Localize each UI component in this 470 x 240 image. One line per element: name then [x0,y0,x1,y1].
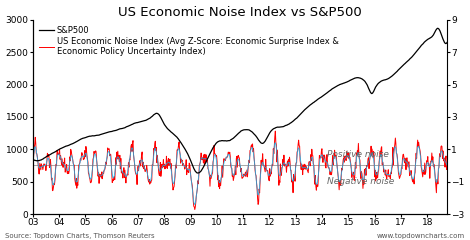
Legend: S&P500, US Economic Noise Index (Avg Z-Score: Economic Surprise Index &
Economic: S&P500, US Economic Noise Index (Avg Z-S… [37,24,340,58]
Line: US Economic Noise Index (Avg Z-Score: Economic Surprise Index &
Economic Policy Uncertainty Index): US Economic Noise Index (Avg Z-Score: Ec… [33,131,447,210]
US Economic Noise Index (Avg Z-Score: Economic Surprise Index &
Economic Policy Uncertainty Index): (2.01e+03, 617): Economic Surprise Index & Economic Polic… [97,173,102,175]
US Economic Noise Index (Avg Z-Score: Economic Surprise Index &
Economic Policy Uncertainty Index): (2e+03, 759): Economic Surprise Index & Economic Polic… [30,163,36,166]
S&P500 [196,172,201,174]
S&P500 [98,133,103,136]
US Economic Noise Index (Avg Z-Score: Economic Surprise Index &
Economic Policy Uncertainty Index): (2.01e+03, 706): Economic Surprise Index & Economic Polic… [182,167,188,170]
S&P500 [117,128,122,131]
Text: Positive noise: Positive noise [327,150,389,159]
S&P500 [182,148,188,151]
S&P500 [214,141,220,144]
Text: Source: Topdown Charts, Thomson Reuters: Source: Topdown Charts, Thomson Reuters [5,233,154,239]
US Economic Noise Index (Avg Z-Score: Economic Surprise Index &
Economic Policy Uncertainty Index): (2.01e+03, 742): Economic Surprise Index & Economic Polic… [219,165,225,168]
US Economic Noise Index (Avg Z-Score: Economic Surprise Index &
Economic Policy Uncertainty Index): (2.01e+03, 70): Economic Surprise Index & Economic Polic… [192,208,197,211]
S&P500 [435,27,441,30]
S&P500 [30,158,36,161]
Text: www.topdowncharts.com: www.topdowncharts.com [377,233,465,239]
US Economic Noise Index (Avg Z-Score: Economic Surprise Index &
Economic Policy Uncertainty Index): (2.01e+03, 810): Economic Surprise Index & Economic Polic… [214,160,220,163]
Title: US Economic Noise Index vs S&P500: US Economic Noise Index vs S&P500 [118,6,362,18]
US Economic Noise Index (Avg Z-Score: Economic Surprise Index &
Economic Policy Uncertainty Index): (2.01e+03, 606): Economic Surprise Index & Economic Polic… [98,174,103,176]
US Economic Noise Index (Avg Z-Score: Economic Surprise Index &
Economic Policy Uncertainty Index): (2.02e+03, 729): Economic Surprise Index & Economic Polic… [444,165,450,168]
US Economic Noise Index (Avg Z-Score: Economic Surprise Index &
Economic Policy Uncertainty Index): (2.01e+03, 1.28e+03): Economic Surprise Index & Economic Polic… [273,130,278,132]
Text: Negative noise: Negative noise [327,177,395,186]
US Economic Noise Index (Avg Z-Score: Economic Surprise Index &
Economic Policy Uncertainty Index): (2.01e+03, 811): Economic Surprise Index & Economic Polic… [117,160,122,163]
S&P500 [219,139,225,142]
S&P500 [444,41,450,44]
Line: S&P500: S&P500 [33,28,447,173]
S&P500 [97,133,102,136]
